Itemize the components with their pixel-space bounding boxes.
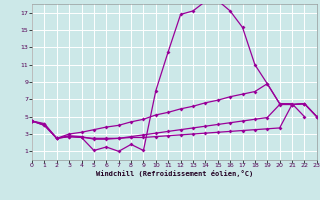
X-axis label: Windchill (Refroidissement éolien,°C): Windchill (Refroidissement éolien,°C) [96, 170, 253, 177]
